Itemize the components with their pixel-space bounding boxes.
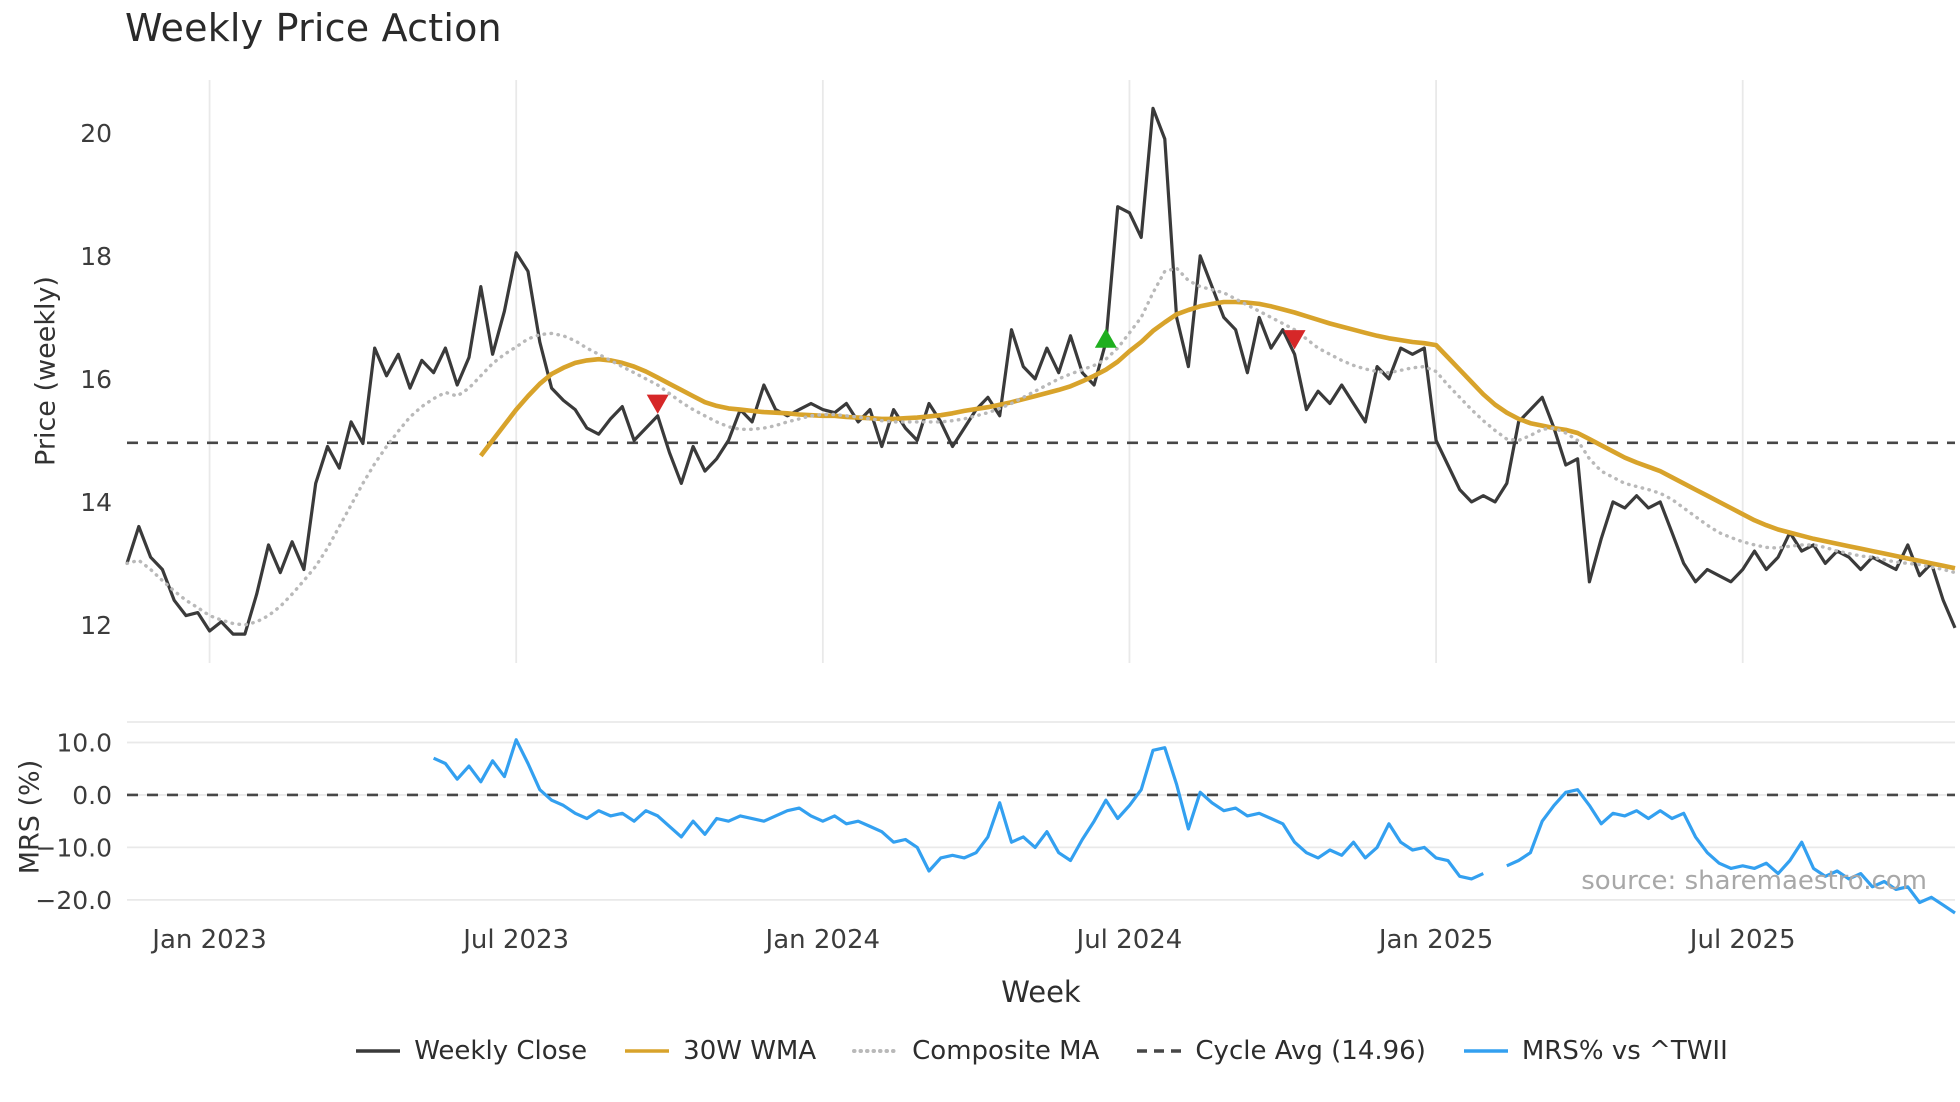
- legend-dashed-line-icon: [1137, 1049, 1182, 1053]
- x-axis-label: Week: [1001, 975, 1081, 1009]
- chart-legend: Weekly Close 30W WMA Composite MA Cycle Avg…: [127, 1036, 1955, 1066]
- legend-label: Cycle Avg (14.96): [1195, 1036, 1426, 1066]
- price-y-tick-label: 14: [80, 488, 112, 517]
- legend-dotted-line-icon: [852, 1049, 901, 1053]
- x-tick-label: Jul 2023: [461, 925, 569, 955]
- x-tick-label: Jul 2025: [1688, 925, 1796, 955]
- price-y-tick-label: 20: [80, 119, 112, 148]
- price-y-tick-label: 16: [80, 365, 112, 394]
- legend-solid-line-icon: [356, 1049, 401, 1053]
- legend-item-mrs-vs-twii: MRS% vs ^TWII: [1462, 1036, 1728, 1066]
- series-30w-wma: [478, 299, 1956, 571]
- sell-signal-marker-icon: [646, 394, 669, 414]
- legend-item-30w-wma: 30W WMA: [623, 1036, 816, 1066]
- legend-item-weekly-close: Weekly Close: [354, 1036, 587, 1066]
- mrs-y-tick-label: 10.0: [56, 728, 112, 757]
- price-y-tick-label: 12: [80, 611, 112, 640]
- buy-signal-marker-icon: [1094, 328, 1117, 348]
- mrs-y-axis-label: MRS (%): [14, 759, 46, 875]
- series-composite-ma: [125, 266, 1957, 627]
- mrs-y-tick-label: −20.0: [35, 886, 112, 915]
- legend-item-cycle-avg-14-96: Cycle Avg (14.96): [1135, 1036, 1426, 1066]
- source-watermark: source: sharemaestro.com: [1581, 866, 1927, 896]
- series-weekly-close: [125, 106, 1957, 636]
- price-y-tick-label: 18: [80, 242, 112, 271]
- legend-label: Composite MA: [912, 1036, 1100, 1066]
- legend-label: MRS% vs ^TWII: [1521, 1036, 1728, 1066]
- chart-title: Weekly Price Action: [125, 6, 502, 50]
- x-tick-label: Jan 2025: [1377, 925, 1494, 955]
- legend-item-composite-ma: Composite MA: [852, 1036, 1099, 1066]
- legend-solid-line-icon: [1463, 1049, 1508, 1053]
- x-tick-label: Jul 2024: [1075, 925, 1183, 955]
- legend-solid-line-icon: [625, 1049, 670, 1053]
- x-tick-label: Jan 2024: [764, 925, 881, 955]
- series-mrs-vs-twii: [432, 738, 1956, 915]
- legend-label: 30W WMA: [683, 1036, 817, 1066]
- price-y-axis-label: Price (weekly): [30, 276, 62, 466]
- x-tick-label: Jan 2023: [150, 925, 267, 955]
- sell-signal-marker-icon: [1283, 330, 1306, 350]
- legend-label: Weekly Close: [414, 1036, 588, 1066]
- mrs-y-tick-label: −10.0: [35, 833, 112, 862]
- mrs-y-tick-label: 0.0: [72, 781, 112, 810]
